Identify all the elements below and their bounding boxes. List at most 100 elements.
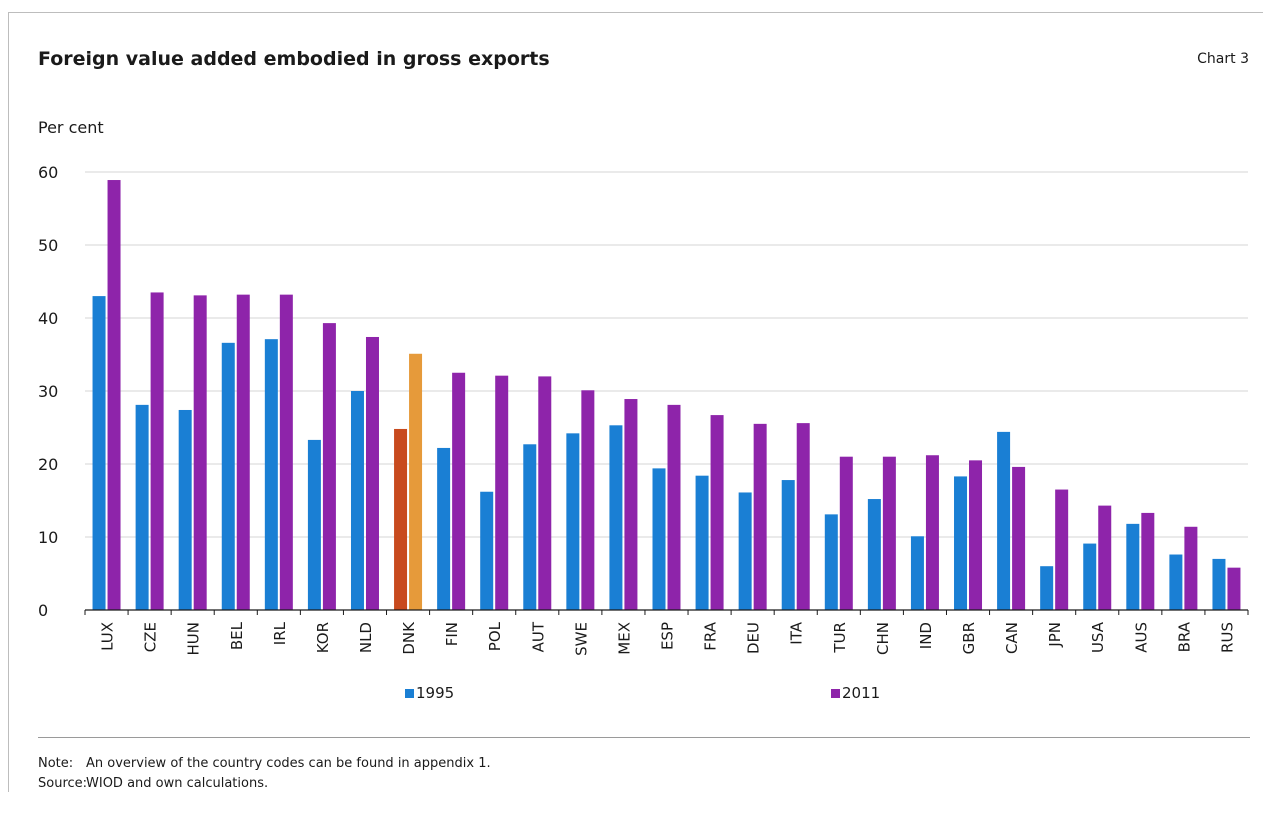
bar-DEU-2011: [753, 423, 767, 610]
legend-label-2011: 2011: [842, 684, 881, 702]
bar-JPN-1995: [1040, 566, 1054, 610]
x-tick-label-HUN: HUN: [185, 622, 203, 655]
bar-IRL-1995: [264, 339, 278, 610]
bar-BEL-1995: [221, 342, 235, 610]
bar-DNK-1995: [394, 428, 408, 610]
bar-ESP-1995: [652, 468, 666, 610]
x-tick-label-LUX: LUX: [99, 622, 117, 651]
x-tick-label-CAN: CAN: [1003, 622, 1021, 654]
source-key: Source:: [38, 776, 88, 791]
x-tick-label-BEL: BEL: [228, 621, 246, 650]
x-tick-label-AUT: AUT: [529, 621, 547, 652]
chart-number: Chart 3: [1197, 51, 1249, 67]
x-tick-label-CHN: CHN: [874, 622, 892, 655]
bar-ITA-1995: [781, 480, 795, 610]
source-row: Source: WIOD and own calculations.: [38, 776, 268, 791]
bar-GBR-1995: [954, 476, 968, 610]
bar-SWE-1995: [566, 433, 580, 610]
x-tick-label-NLD: NLD: [357, 622, 375, 653]
x-tick-label-USA: USA: [1089, 621, 1107, 653]
bar-MEX-2011: [624, 399, 638, 610]
y-axis-label: Per cent: [38, 118, 104, 137]
bar-KOR-1995: [307, 439, 321, 610]
x-tick-label-CZE: CZE: [142, 622, 160, 652]
bar-CZE-1995: [135, 404, 149, 610]
x-tick-label-POL: POL: [486, 621, 504, 651]
legend-item-2011: 2011: [831, 684, 880, 702]
frame-top-border: [8, 12, 1263, 13]
y-tick-label-50: 50: [38, 236, 58, 255]
bar-TUR-2011: [839, 456, 853, 610]
chart-title: Foreign value added embodied in gross ex…: [38, 48, 550, 70]
bar-JPN-2011: [1055, 489, 1069, 610]
bar-NLD-1995: [350, 391, 364, 610]
bar-BRA-2011: [1184, 526, 1198, 610]
note-key: Note:: [38, 756, 74, 771]
source-text: WIOD and own calculations.: [86, 776, 269, 791]
x-tick-label-IRL: IRL: [271, 621, 289, 645]
x-tick-label-GBR: GBR: [960, 622, 978, 654]
bar-LUX-1995: [92, 296, 106, 610]
bar-USA-1995: [1083, 543, 1097, 610]
x-tick-label-JPN: JPN: [1046, 622, 1064, 648]
bar-ESP-2011: [667, 404, 681, 610]
bar-RUS-1995: [1212, 558, 1226, 610]
bar-AUT-2011: [538, 376, 552, 610]
bar-ITA-2011: [796, 423, 810, 610]
y-tick-label-20: 20: [38, 455, 58, 474]
bar-IRL-2011: [279, 294, 293, 610]
bar-DNK-2011: [409, 353, 423, 610]
y-tick-label-60: 60: [38, 163, 58, 182]
bar-NLD-2011: [365, 336, 379, 610]
x-tick-label-AUS: AUS: [1132, 622, 1150, 653]
bar-CHN-1995: [867, 499, 881, 610]
x-tick-label-SWE: SWE: [572, 622, 590, 656]
x-tick-label-BRA: BRA: [1175, 621, 1193, 652]
x-tick-label-ESP: ESP: [659, 622, 677, 650]
bar-IND-2011: [925, 455, 939, 610]
x-tick-label-IND: IND: [917, 622, 935, 649]
bar-CHN-2011: [882, 456, 896, 610]
legend-swatch-1995: [405, 688, 414, 698]
note-text: An overview of the country codes can be …: [86, 756, 491, 771]
bar-BRA-1995: [1169, 554, 1183, 610]
gridlines: [85, 171, 1248, 538]
bar-HUN-2011: [193, 295, 207, 610]
x-tick-label-MEX: MEX: [615, 622, 633, 655]
bar-USA-2011: [1098, 505, 1112, 610]
x-tick-labels: LUX CZE HUN BEL IRL KOR NLD DNK FIN POL AUT SWE MEX E…: [99, 621, 1237, 656]
bar-AUS-1995: [1126, 523, 1140, 610]
bar-CZE-2011: [150, 292, 164, 610]
bar-AUT-1995: [523, 444, 537, 610]
bar-LUX-2011: [107, 180, 121, 610]
x-tick-label-ITA: ITA: [788, 621, 806, 644]
x-tick-label-RUS: RUS: [1218, 622, 1236, 653]
frame-left-border: [8, 12, 9, 792]
y-tick-label-10: 10: [38, 528, 58, 547]
bar-HUN-1995: [178, 409, 192, 610]
legend-swatch-2011: [831, 688, 840, 698]
bar-FRA-2011: [710, 415, 724, 610]
bar-TUR-1995: [824, 514, 838, 610]
x-axis: [84, 609, 1249, 615]
note-row: Note: An overview of the country codes c…: [38, 756, 491, 771]
bar-MEX-1995: [609, 425, 623, 610]
bar-RUS-2011: [1227, 567, 1241, 610]
bar-FIN-2011: [452, 372, 466, 610]
bar-DEU-1995: [738, 492, 752, 610]
y-tick-label-40: 40: [38, 309, 58, 328]
bar-IND-1995: [910, 536, 924, 610]
bar-CAN-1995: [997, 431, 1011, 610]
x-tick-label-TUR: TUR: [831, 622, 849, 654]
bar-POL-2011: [495, 375, 509, 610]
bar-FRA-1995: [695, 475, 709, 610]
y-tick-label-30: 30: [38, 382, 58, 401]
x-tick-label-FRA: FRA: [702, 621, 720, 650]
x-tick-label-DNK: DNK: [400, 621, 418, 655]
bar-KOR-2011: [322, 323, 336, 610]
bar-GBR-2011: [969, 460, 983, 610]
footer-divider: [38, 737, 1250, 738]
x-tick-label-FIN: FIN: [443, 622, 461, 646]
bar-AUS-2011: [1141, 512, 1155, 610]
